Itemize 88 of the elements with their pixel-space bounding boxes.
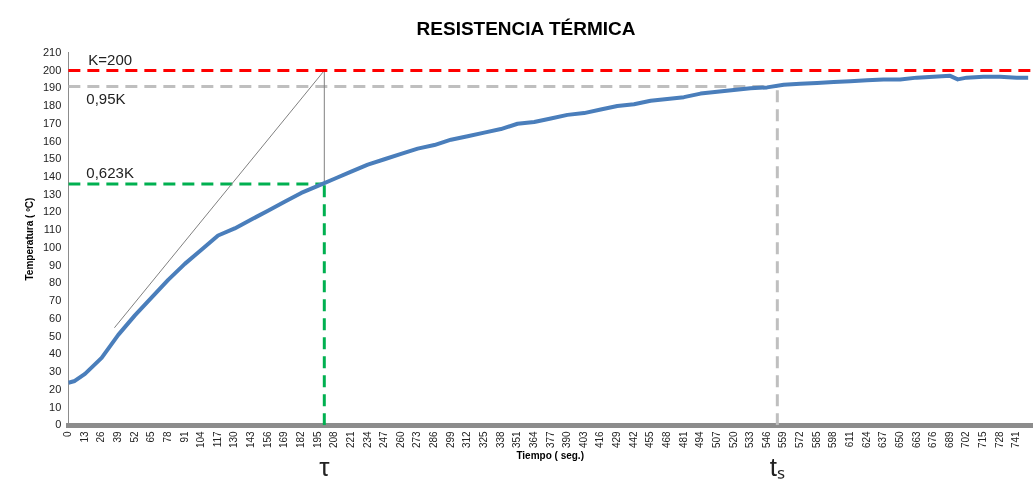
x-tick-label: 598 xyxy=(827,430,839,448)
x-tick-label: 702 xyxy=(960,430,972,448)
x-tick-label: 338 xyxy=(494,430,506,448)
x-tick-label: 52 xyxy=(128,430,140,443)
x-tick-label: 247 xyxy=(378,430,390,448)
y-tick-label: 70 xyxy=(49,294,62,307)
x-tick-label: 299 xyxy=(444,430,456,448)
x-tick-label: 234 xyxy=(361,430,373,448)
x-tick-label: 104 xyxy=(195,430,207,448)
x-tick-label: 208 xyxy=(328,430,340,448)
ref-line-label: K=200 xyxy=(88,51,133,69)
x-tick-label: 481 xyxy=(677,430,689,448)
x-tick-label: 546 xyxy=(760,430,772,448)
y-tick-label: 10 xyxy=(49,400,62,413)
chart-title: RESISTENCIA TÉRMICA xyxy=(416,17,636,39)
x-tick-label: 442 xyxy=(627,430,639,448)
y-tick-label: 210 xyxy=(42,45,62,58)
x-tick-label: 312 xyxy=(461,430,473,448)
y-tick-label: 180 xyxy=(42,99,62,112)
x-tick-label: 221 xyxy=(344,430,356,448)
x-tick-label: 650 xyxy=(893,430,905,448)
y-tick-label: 90 xyxy=(49,258,62,271)
x-tick-label: 78 xyxy=(161,430,173,443)
y-tick-label: 190 xyxy=(42,81,62,94)
x-tick-label: 728 xyxy=(993,430,1005,448)
y-tick-label: 100 xyxy=(42,240,62,253)
y-tick-label: 160 xyxy=(42,134,62,147)
x-tick-label: 273 xyxy=(411,430,423,448)
y-tick-label: 200 xyxy=(42,63,62,76)
x-tick-label: 455 xyxy=(644,430,656,448)
x-tick-label: 117 xyxy=(211,430,223,448)
x-tick-label: 169 xyxy=(278,430,290,448)
x-tick-label: 377 xyxy=(544,430,556,448)
x-tick-label: 390 xyxy=(561,430,573,448)
y-tick-label: 150 xyxy=(42,152,62,165)
x-tick-label: 559 xyxy=(777,430,789,448)
x-tick-label: 156 xyxy=(261,430,273,448)
x-tick-label: 195 xyxy=(311,430,323,448)
y-tick-label: 130 xyxy=(42,187,62,200)
x-tick-label: 520 xyxy=(727,430,739,448)
x-tick-label: 39 xyxy=(112,430,124,443)
y-tick-label: 110 xyxy=(43,223,62,236)
x-tick-label: 364 xyxy=(527,430,539,448)
x-tick-label: 533 xyxy=(744,430,756,448)
annotation: tₛ xyxy=(769,452,785,483)
x-tick-label: 572 xyxy=(794,430,806,448)
x-tick-label: 286 xyxy=(428,430,440,448)
x-tick-label: 624 xyxy=(860,430,872,448)
x-tick-label: 429 xyxy=(611,430,623,448)
y-tick-label: 60 xyxy=(49,311,62,324)
x-tick-label: 715 xyxy=(977,430,989,448)
x-tick-label: 494 xyxy=(694,430,706,448)
x-tick-label: 351 xyxy=(511,430,523,448)
y-tick-label: 120 xyxy=(42,205,62,218)
x-tick-label: 663 xyxy=(910,430,922,448)
y-tick-label: 40 xyxy=(49,347,62,360)
y-tick-label: 170 xyxy=(42,116,62,129)
x-tick-label: 676 xyxy=(927,430,939,448)
x-tick-label: 91 xyxy=(178,430,190,443)
y-tick-label: 80 xyxy=(49,276,62,289)
annotation: 0,623K xyxy=(86,163,134,181)
x-tick-label: 143 xyxy=(245,430,257,448)
x-tick-label: 26 xyxy=(95,430,107,443)
y-tick-label: 20 xyxy=(49,382,62,395)
y-axis-title: Temperatura ( ºC) xyxy=(23,197,35,281)
annotation: 0,95K xyxy=(86,90,126,108)
x-axis-title: Tiempo ( seg.) xyxy=(516,449,584,461)
x-tick-label: 689 xyxy=(943,430,955,448)
y-tick-label: 30 xyxy=(49,365,62,378)
y-tick-label: 50 xyxy=(49,329,62,342)
x-tick-label: 611 xyxy=(844,430,856,448)
x-tick-label: 325 xyxy=(478,430,490,448)
x-tick-label: 182 xyxy=(295,430,307,448)
x-tick-label: 130 xyxy=(228,430,240,448)
x-tick-label: 260 xyxy=(394,430,406,448)
x-tick-label: 468 xyxy=(661,430,673,448)
y-tick-label: 140 xyxy=(42,170,62,182)
x-tick-label: 741 xyxy=(1010,430,1022,448)
y-tick-label: 0 xyxy=(55,418,62,431)
x-tick-label: 403 xyxy=(577,430,589,448)
x-tick-label: 416 xyxy=(594,430,606,448)
x-tick-label: 637 xyxy=(877,430,889,448)
x-tick-label: 585 xyxy=(810,430,822,448)
x-tick-label: 0 xyxy=(62,430,74,437)
annotation: τ xyxy=(319,452,331,483)
x-tick-label: 65 xyxy=(145,430,157,443)
x-tick-label: 13 xyxy=(78,430,90,443)
x-tick-label: 507 xyxy=(710,430,722,448)
